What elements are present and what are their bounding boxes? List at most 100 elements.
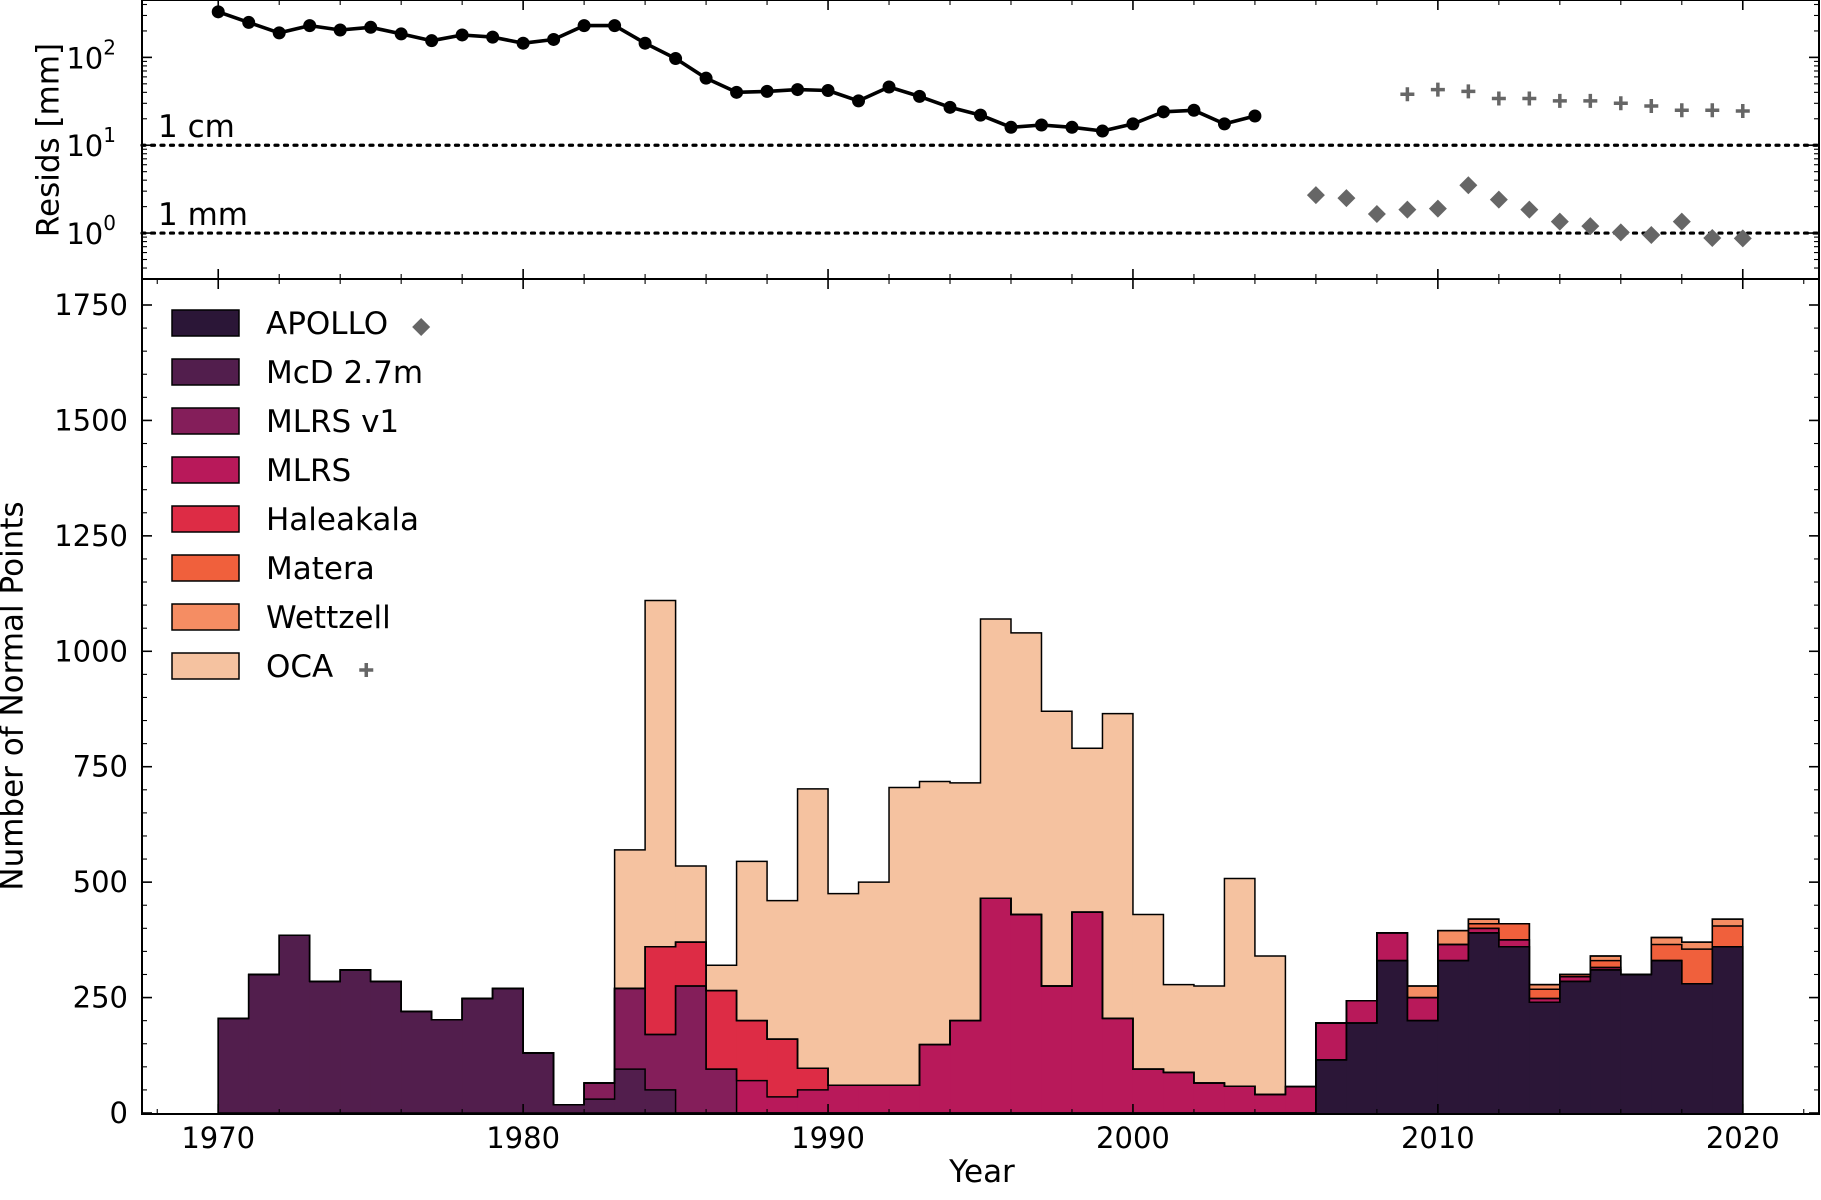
- y-axis-ticks: 0 250 500 750 1000 1250 1500 1750: [54, 288, 1819, 1130]
- oca-point: [1735, 104, 1750, 119]
- mcd-2-7m-bar: [645, 1089, 677, 1114]
- legend-swatch-haleakala: [171, 505, 240, 533]
- reference-label-1-mm: 1 mm: [158, 197, 248, 233]
- matera-bar: [1651, 944, 1683, 961]
- yearly-residuals-point: [638, 36, 652, 50]
- x-tick-label: 2010: [1401, 1121, 1475, 1155]
- apollo-bar: [1559, 981, 1591, 1114]
- yearly-residuals-point: [699, 71, 713, 85]
- yearly-residuals-point: [791, 83, 805, 97]
- oca-point: [1461, 84, 1476, 99]
- mlrs-bar: [1346, 1000, 1378, 1024]
- oca-bar: [706, 965, 738, 991]
- y-tick-label: 0: [110, 1096, 128, 1130]
- haleakala-bar: [645, 946, 677, 1035]
- mlrs-bar: [1498, 939, 1530, 948]
- mlrs-v1-bar: [614, 988, 646, 1070]
- x-axis-ticks: 1970 1980 1990 2000 2010 2020: [156, 279, 1805, 1155]
- mlrs-bar: [858, 1085, 890, 1114]
- x-tick-label: 1990: [791, 1121, 865, 1155]
- mlrs-bar: [767, 1096, 799, 1114]
- yearly-residuals-point: [1217, 117, 1231, 131]
- x-tick-label: 1970: [181, 1121, 255, 1155]
- mlrs-bar: [1102, 1018, 1134, 1114]
- mlrs-bar: [1132, 1069, 1165, 1114]
- matera-bar: [1712, 926, 1744, 948]
- mlrs-bar: [1376, 932, 1408, 961]
- oca-bar: [645, 600, 677, 948]
- mlrs-v1-bar: [584, 1082, 616, 1100]
- wettzell-bar: [1407, 986, 1439, 998]
- mcd-2-7m-bar: [218, 1018, 250, 1114]
- oca-bar: [1010, 632, 1043, 915]
- residuals-y-tick-label: 101: [66, 123, 116, 163]
- mcd-2-7m-bar: [553, 1104, 585, 1114]
- yearly-residuals-point: [211, 5, 225, 19]
- mlrs-bar: [1193, 1082, 1226, 1114]
- oca-bar: [1132, 914, 1165, 1070]
- apollo-bar: [1712, 946, 1744, 1114]
- residuals-series-layer: 1 cm 1 mm: [140, 5, 1821, 248]
- apollo-bar: [1590, 969, 1622, 1114]
- x-axis-label: Year: [948, 1154, 1015, 1190]
- wettzell-bar: [1651, 937, 1683, 945]
- yearly-residuals-point: [547, 32, 561, 46]
- yearly-residuals-point: [882, 80, 896, 94]
- apollo-point: [1428, 199, 1447, 218]
- mlrs-bar: [1529, 998, 1561, 1003]
- apollo-point: [1459, 176, 1478, 195]
- apollo-point: [1306, 186, 1325, 205]
- mlrs-bar: [1071, 912, 1104, 1114]
- oca-point: [1522, 91, 1537, 106]
- legend-swatch-mcd-2-7m: [171, 358, 240, 386]
- oca-bar: [1163, 984, 1195, 1073]
- apollo-bar: [1376, 960, 1408, 1114]
- wettzell-bar: [1681, 942, 1713, 950]
- apollo-bar: [1437, 960, 1469, 1114]
- oca-bar: [614, 849, 646, 989]
- mlrs-bar: [1407, 997, 1439, 1021]
- haleakala-bar: [706, 990, 738, 1070]
- mlrs-bar: [1468, 928, 1500, 934]
- apollo-point: [1672, 212, 1691, 231]
- apollo-point: [1733, 229, 1752, 248]
- mcd-2-7m-bar: [248, 974, 280, 1114]
- yearly-residuals-point: [1156, 105, 1170, 119]
- apollo-bar: [1468, 932, 1500, 1114]
- matera-bar: [1590, 960, 1622, 968]
- yearly-residuals-point: [943, 100, 957, 114]
- mcd-2-7m-bar: [584, 1099, 616, 1114]
- oca-point: [1674, 103, 1689, 118]
- normal-points-panel-frame: [141, 278, 1820, 1115]
- legend: APOLLO McD 2.7m MLRS v1 MLRS Haleakala Matera…: [171, 306, 431, 685]
- yearly-residuals-point: [730, 85, 744, 99]
- matera-bar: [1681, 949, 1713, 985]
- yearly-residuals-point: [608, 19, 622, 33]
- mlrs-v1-bar: [645, 1034, 677, 1091]
- mlrs-bar: [919, 1044, 951, 1114]
- oca-point: [1400, 87, 1415, 102]
- residuals-y-axis-label: Resids [mm]: [31, 43, 67, 237]
- apollo-bar: [1407, 1020, 1439, 1114]
- mlrs-bar: [1041, 986, 1073, 1114]
- legend-swatch-wettzell: [171, 603, 240, 631]
- yearly-residuals-point: [821, 83, 835, 97]
- yearly-residuals-point: [486, 30, 500, 44]
- residuals-panel-frame: [141, 0, 1820, 280]
- mlrs-bar: [1285, 1086, 1317, 1114]
- y-axis-label: Number of Normal Points: [0, 501, 31, 890]
- x-tick-label: 1980: [486, 1121, 560, 1155]
- haleakala-bar: [736, 1020, 768, 1081]
- yearly-residuals-point: [760, 84, 774, 98]
- mlrs-v1-bar: [675, 986, 707, 1114]
- apollo-point: [1550, 212, 1569, 231]
- mlrs-bar: [1254, 1094, 1287, 1114]
- apollo-point: [1367, 204, 1386, 223]
- apollo-bar: [1346, 1022, 1378, 1114]
- yearly-residuals-point: [852, 94, 866, 108]
- mlrs-v1-bar: [706, 1069, 738, 1114]
- yearly-residuals-point: [394, 27, 408, 41]
